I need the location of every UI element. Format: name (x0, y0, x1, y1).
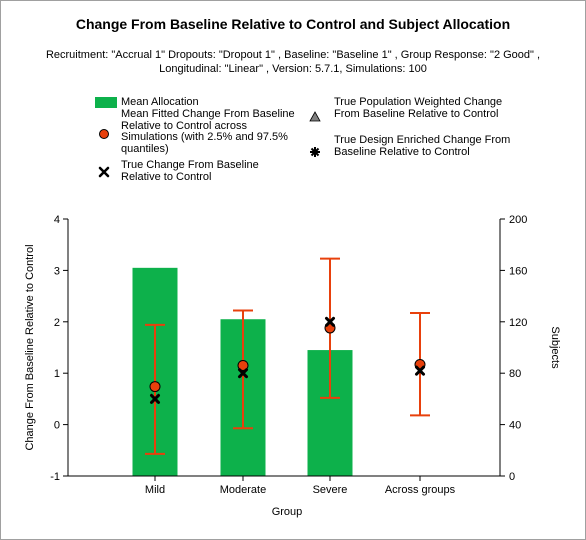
y2-tick-label: 200 (509, 214, 527, 226)
legend-true-population-marker (309, 111, 321, 122)
y2-tick-label: 40 (509, 420, 521, 432)
y-tick-label: 0 (54, 420, 60, 432)
y2-axis-title: Subjects (549, 326, 561, 369)
y-tick-label: 1 (54, 368, 60, 380)
chart-title: Change From Baseline Relative to Control… (75, 16, 511, 32)
y2-tick-label: 0 (509, 471, 515, 483)
x-tick-label: Mild (145, 484, 165, 496)
legend-true-change-label: True Change From Baseline Relative to Co… (121, 159, 259, 183)
legend-fitted-marker (99, 129, 109, 139)
legend-allocation-swatch (95, 97, 117, 108)
y-tick-label: 3 (54, 265, 60, 277)
true-change-point-1 (238, 368, 248, 379)
fitted-point-0 (149, 381, 161, 393)
true-change-point-2 (325, 316, 335, 327)
x-tick-label: Across groups (385, 484, 456, 496)
true-change-point-3 (415, 365, 425, 376)
legend-true-design-marker (310, 147, 320, 157)
y2-tick-label: 160 (509, 265, 527, 277)
y-tick-label: -1 (50, 471, 60, 483)
x-tick-label: Moderate (220, 484, 266, 496)
legend-fitted-label: Mean Fitted Change From Baseline Relativ… (121, 108, 295, 155)
legend-true-design-label: True Design Enriched Change From Baselin… (334, 134, 511, 158)
fitted-point-1 (237, 359, 249, 371)
legend-true-change-marker (98, 166, 110, 178)
y-tick-label: 4 (54, 214, 60, 226)
x-tick-label: Severe (313, 484, 348, 496)
y-axis-title: Change From Baseline Relative to Control (24, 244, 36, 450)
true-change-point-0 (150, 393, 160, 404)
legend-true-population-label: True Population Weighted Change From Bas… (334, 96, 503, 120)
chart-subtitle: Recruitment: "Accrual 1" Dropouts: "Drop… (45, 49, 541, 75)
legend-allocation-label: Mean Allocation (121, 96, 199, 108)
y2-tick-label: 120 (509, 317, 527, 329)
y-tick-label: 2 (54, 317, 60, 329)
x-axis-title: Group (272, 506, 303, 518)
y2-tick-label: 80 (509, 368, 521, 380)
